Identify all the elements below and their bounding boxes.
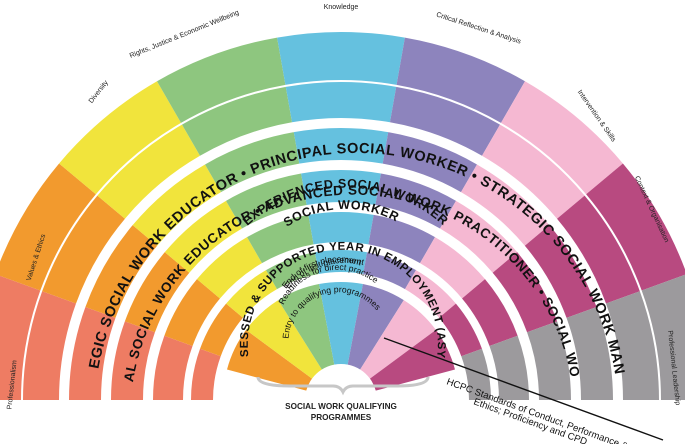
ring-3-segment-1: [124, 252, 190, 333]
ring-1-segment-0: [23, 291, 77, 400]
inner-fan-segment-6: [369, 329, 455, 391]
ring-1-segment-3: [182, 86, 293, 156]
ring-5-segment-0: [191, 348, 221, 400]
inner-fan-segment-3: [319, 282, 363, 365]
ring-4-segment-5: [368, 214, 435, 264]
ring-0-segment-8: [641, 274, 685, 400]
domain-label-diversity: Diversity: [88, 79, 110, 105]
ring-2-segment-2: [132, 164, 221, 246]
ring-2-segment-5: [382, 132, 477, 193]
ring-1-segment-1: [42, 195, 125, 304]
ring-4-segment-6: [420, 237, 486, 299]
qualifying-programmes-label-line2: PROGRAMMES: [311, 413, 372, 422]
qualifying-programmes-label-line1: SOCIAL WORK QUALIFYING: [285, 402, 397, 411]
ring-5-segment-7: [439, 303, 482, 357]
ring-4-segment-4: [308, 212, 374, 245]
ring-0-segment-4: [277, 32, 405, 85]
inner-fan-segment-5: [360, 300, 436, 379]
domain-label-critical-reflection: Critical Reflection & Analysis: [435, 12, 522, 46]
ring-1-segment-5: [389, 86, 500, 156]
ring-3-segment-8: [527, 321, 571, 400]
ring-0-segment-2: [59, 81, 182, 195]
ring-3-segment-6: [440, 200, 518, 273]
inner-fan-segment-4: [347, 284, 404, 370]
ring-4-segment-2: [196, 237, 262, 299]
ring-4-segment-3: [247, 214, 314, 264]
hcpc-pointer-line: [383, 337, 664, 441]
ring-1-segment-7: [557, 195, 640, 304]
ring-2-segment-4: [293, 128, 389, 164]
ring-0-segment-7: [586, 163, 685, 291]
ring-3-segment-3: [226, 173, 307, 229]
ring-1-segment-2: [97, 124, 200, 219]
ring-1-segment-8: [605, 291, 659, 400]
inner-fan-segment-1: [246, 300, 322, 379]
ring-5-segment-5: [363, 252, 416, 290]
ring-2-segment-1: [85, 225, 158, 318]
qualifying-brace: [256, 376, 430, 396]
ring-4-segment-8: [489, 335, 529, 400]
ring-1-segment-4: [285, 82, 397, 123]
ring-2-segment-6: [461, 164, 550, 246]
ring-3-segment-0: [111, 321, 155, 400]
ring-5-segment-3: [266, 252, 319, 290]
ring-2-segment-3: [205, 132, 300, 193]
ring-3-segment-5: [375, 173, 456, 229]
ring-5-segment-8: [461, 348, 491, 400]
ring-5-segment-2: [226, 270, 277, 318]
inner-hub: [307, 366, 375, 434]
ring-4-segment-1: [164, 279, 220, 346]
ring-2-segment-0: [69, 306, 116, 400]
ring-0-segment-6: [501, 81, 623, 195]
inner-fan-segment-0: [227, 329, 313, 391]
ring-2-segment-7: [524, 225, 597, 318]
ring-0-segment-1: [0, 163, 96, 291]
ring-0-segment-0: [0, 275, 41, 400]
ring-1-segment-6: [482, 124, 585, 219]
ring-3-segment-2: [164, 200, 242, 273]
ring-4-segment-0: [153, 335, 193, 400]
ring-5-segment-4: [314, 250, 368, 274]
ring-5-segment-1: [200, 303, 243, 357]
ring-5-segment-6: [405, 270, 456, 318]
ring-3-segment-4: [301, 169, 381, 206]
competency-rings: [0, 32, 685, 434]
inner-fan-segment-2: [278, 284, 335, 370]
ring-4-segment-7: [462, 279, 518, 346]
domain-label-knowledge: Knowledge: [324, 4, 359, 11]
ring-0-segment-3: [157, 37, 286, 123]
ring-2-segment-8: [566, 306, 613, 400]
ring-3-segment-7: [492, 252, 558, 333]
ring-0-segment-5: [396, 37, 525, 123]
